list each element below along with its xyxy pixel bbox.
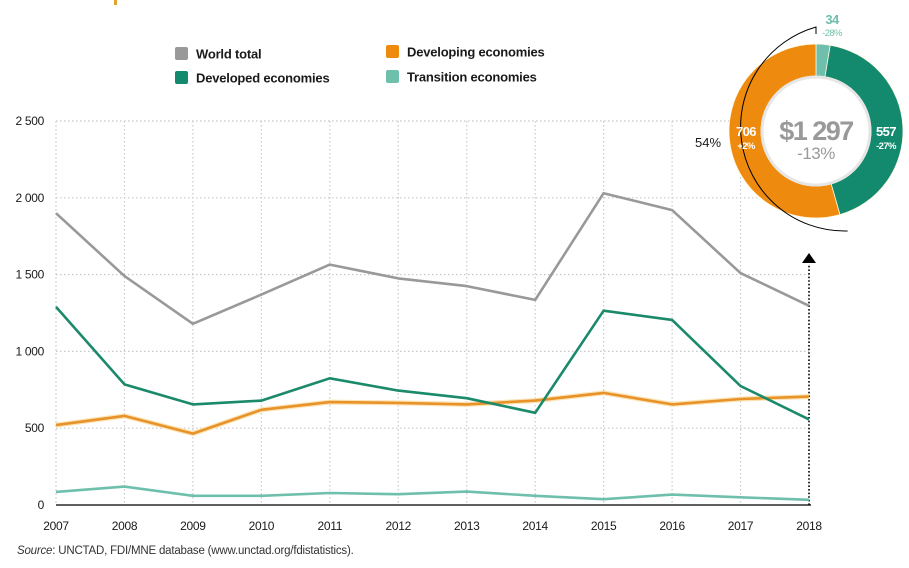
- x-tick-label: 2013: [454, 519, 480, 533]
- x-tick-label: 2009: [180, 519, 206, 533]
- x-tick-label: 2015: [591, 519, 617, 533]
- x-tick-label: 2011: [318, 519, 343, 533]
- series-line-developed-economies: [55, 306, 810, 421]
- y-tick-label: 0: [38, 498, 45, 512]
- donut-label-developing-value: 706: [736, 124, 756, 139]
- y-tick-label: 1 000: [15, 344, 44, 358]
- series-lines: [55, 191, 816, 505]
- y-tick-label: 2 000: [15, 191, 44, 205]
- legend-label-developed-economies: Developed economies: [196, 71, 329, 86]
- donut-label-developed-value: 557: [876, 124, 896, 139]
- legend: World total Developed economies Developing…: [175, 45, 545, 86]
- y-tick-label: 1 500: [15, 268, 44, 282]
- legend-label-world-total: World total: [196, 47, 261, 62]
- share-bracket-label: 54%: [695, 135, 721, 150]
- donut-label-developing-change: +2%: [737, 141, 756, 152]
- inset-donut-chart: 54% $1 297-13% 706 +2% 557 -27% 34-28%: [695, 12, 904, 232]
- x-tick-label: 2014: [522, 519, 548, 533]
- donut-total-value: $1 297: [779, 116, 853, 146]
- legend-label-developing-economies: Developing economies: [407, 45, 545, 60]
- donut-total-change: -13%: [797, 144, 835, 163]
- decorative-accent-mark: [114, 0, 117, 5]
- legend-swatch-developing-economies: [386, 45, 399, 58]
- x-axis-ticks: 2007 2008 2009 2010 2011 2012 2013 2014 2015 2016…: [43, 519, 822, 533]
- y-tick-label: 2 500: [15, 114, 44, 128]
- series-line-transition-economies: [55, 485, 810, 502]
- y-axis-ticks: 0 500 1 000 1 500 2 000 2 500: [15, 114, 44, 512]
- x-tick-label: 2012: [386, 519, 412, 533]
- x-tick-label: 2007: [43, 519, 69, 533]
- x-tick-label: 2017: [728, 519, 754, 533]
- donut-label-transition-change: -28%: [822, 28, 843, 39]
- grid: [55, 120, 809, 505]
- x-tick-label: 2018: [796, 519, 822, 533]
- donut-label-transition-value: 34: [825, 12, 840, 27]
- x-tick-label: 2010: [249, 519, 275, 533]
- x-tick-label: 2008: [112, 519, 138, 533]
- source-prefix: Source: [17, 545, 53, 557]
- legend-label-transition-economies: Transition economies: [407, 70, 537, 85]
- share-bracket: [740, 26, 848, 232]
- pointer-arrow-icon: [802, 253, 816, 263]
- x-tick-label: 2016: [659, 519, 685, 533]
- legend-swatch-developed-economies: [175, 71, 188, 84]
- legend-swatch-transition-economies: [386, 70, 399, 83]
- source-note: Source: UNCTAD, FDI/MNE database (www.un…: [17, 545, 354, 557]
- legend-swatch-world-total: [175, 47, 188, 60]
- donut-label-developed-change: -27%: [876, 141, 897, 152]
- y-tick-label: 500: [25, 421, 45, 435]
- source-text: : UNCTAD, FDI/MNE database (www.unctad.o…: [52, 545, 354, 557]
- series-line-world-total: [55, 191, 810, 326]
- donut-center: [760, 75, 872, 187]
- series-line-developing-economies: [55, 391, 810, 435]
